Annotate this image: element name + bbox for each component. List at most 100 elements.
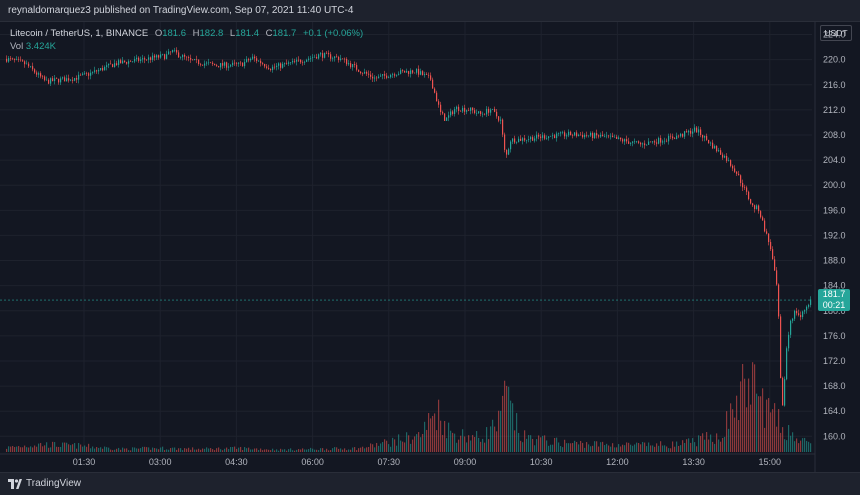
candle-body bbox=[326, 52, 328, 54]
candle-body bbox=[626, 139, 628, 142]
candle-body bbox=[234, 62, 236, 64]
candle-body bbox=[804, 310, 806, 312]
volume-bar bbox=[100, 447, 102, 452]
volume-bar bbox=[622, 444, 624, 452]
candle-body bbox=[314, 56, 316, 58]
candle-body bbox=[558, 133, 560, 134]
candle-body bbox=[526, 139, 528, 141]
candle-body bbox=[730, 160, 732, 166]
volume-bar bbox=[492, 419, 494, 452]
volume-bar bbox=[724, 436, 726, 452]
candle-body bbox=[800, 315, 802, 318]
candle-body bbox=[598, 135, 600, 137]
price-chart[interactable]: 224.0 220.0 216.0 212.0 208.0 204.0 200.0 196.0… bbox=[0, 22, 860, 472]
candle-body bbox=[792, 318, 794, 321]
volume-bar bbox=[164, 450, 166, 452]
volume-bar bbox=[34, 445, 36, 452]
candle-body bbox=[510, 141, 512, 150]
volume-bar bbox=[198, 448, 200, 452]
volume-bar bbox=[738, 420, 740, 452]
candle-body bbox=[490, 109, 492, 113]
volume-bar bbox=[92, 446, 94, 452]
volume-bar bbox=[22, 447, 24, 452]
volume-bar bbox=[614, 447, 616, 452]
volume-bar bbox=[478, 437, 480, 452]
volume-bar bbox=[150, 449, 152, 452]
candle-body bbox=[770, 242, 772, 250]
volume-bar bbox=[792, 432, 794, 452]
volume-bar bbox=[172, 447, 174, 452]
candle-body bbox=[476, 112, 478, 114]
candle-body bbox=[436, 92, 438, 102]
currency-label[interactable]: USDT bbox=[820, 25, 852, 41]
tradingview-logo[interactable]: TradingView bbox=[8, 478, 81, 489]
volume-bar bbox=[596, 441, 598, 452]
volume-bar bbox=[64, 442, 66, 452]
volume-bar bbox=[650, 445, 652, 452]
volume-bar bbox=[126, 448, 128, 452]
volume-bar bbox=[286, 450, 288, 452]
volume-bar bbox=[380, 443, 382, 452]
volume-bar bbox=[470, 440, 472, 452]
candle-body bbox=[636, 141, 638, 142]
candle-body bbox=[600, 134, 602, 137]
volume-bar bbox=[274, 450, 276, 452]
candle-body bbox=[448, 115, 450, 118]
volume-bar bbox=[254, 448, 256, 452]
candle-body bbox=[508, 149, 510, 155]
candle-body bbox=[182, 54, 184, 58]
volume-bar bbox=[216, 448, 218, 452]
candle-body bbox=[30, 66, 32, 67]
candle-body bbox=[404, 71, 406, 73]
volume-bar bbox=[602, 441, 604, 452]
candle-body bbox=[160, 54, 162, 58]
candle-body bbox=[52, 78, 54, 81]
volume-bar bbox=[486, 427, 488, 452]
y-tick-label: 172.0 bbox=[823, 356, 846, 366]
low-value: 181.4 bbox=[235, 28, 259, 39]
candle-body bbox=[756, 205, 758, 209]
candle-body bbox=[480, 111, 482, 115]
symbol-name[interactable]: Litecoin / TetherUS, 1, BINANCE bbox=[10, 28, 149, 39]
volume-bar bbox=[788, 425, 790, 452]
candle-body bbox=[742, 182, 744, 188]
volume-bar bbox=[262, 450, 264, 452]
volume-bar bbox=[436, 430, 438, 452]
candle-body bbox=[108, 63, 110, 66]
volume-bar bbox=[734, 417, 736, 452]
candle-body bbox=[782, 377, 784, 406]
candle-body bbox=[640, 142, 642, 145]
y-tick-label: 176.0 bbox=[823, 331, 846, 341]
candle-body bbox=[84, 73, 86, 74]
candle-body bbox=[596, 133, 598, 136]
volume-bar bbox=[544, 435, 546, 452]
candle-body bbox=[190, 58, 192, 60]
price-axis[interactable]: 224.0 220.0 216.0 212.0 208.0 204.0 200.0 196.0… bbox=[814, 22, 846, 472]
candle-body bbox=[400, 70, 402, 74]
candle-body bbox=[62, 77, 64, 79]
candle-body bbox=[714, 146, 716, 149]
volume-bar bbox=[704, 439, 706, 452]
volume-bar bbox=[46, 442, 48, 452]
volume-bar bbox=[132, 447, 134, 452]
candle-body bbox=[78, 74, 80, 80]
volume-bar bbox=[560, 446, 562, 452]
candle-body bbox=[252, 56, 254, 59]
candle-body bbox=[384, 74, 386, 76]
candle-body bbox=[300, 59, 302, 63]
candle-body bbox=[650, 141, 652, 143]
time-axis[interactable]: 01:30 03:00 04:30 06:00 07:30 09:00 10:30 12:00… bbox=[0, 453, 815, 467]
volume-bar bbox=[130, 450, 132, 452]
candle-body bbox=[634, 141, 636, 143]
volume-bar bbox=[416, 434, 418, 452]
volume-bar bbox=[102, 448, 104, 452]
volume-bar bbox=[554, 437, 556, 452]
volume-bar bbox=[124, 448, 126, 452]
volume-bar bbox=[160, 447, 162, 452]
x-tick-label: 15:00 bbox=[759, 457, 782, 467]
candle-body bbox=[552, 135, 554, 137]
volume-bar bbox=[226, 447, 228, 452]
volume-bar bbox=[140, 448, 142, 452]
volume-bar bbox=[250, 449, 252, 452]
tradingview-logo-icon bbox=[8, 478, 22, 489]
